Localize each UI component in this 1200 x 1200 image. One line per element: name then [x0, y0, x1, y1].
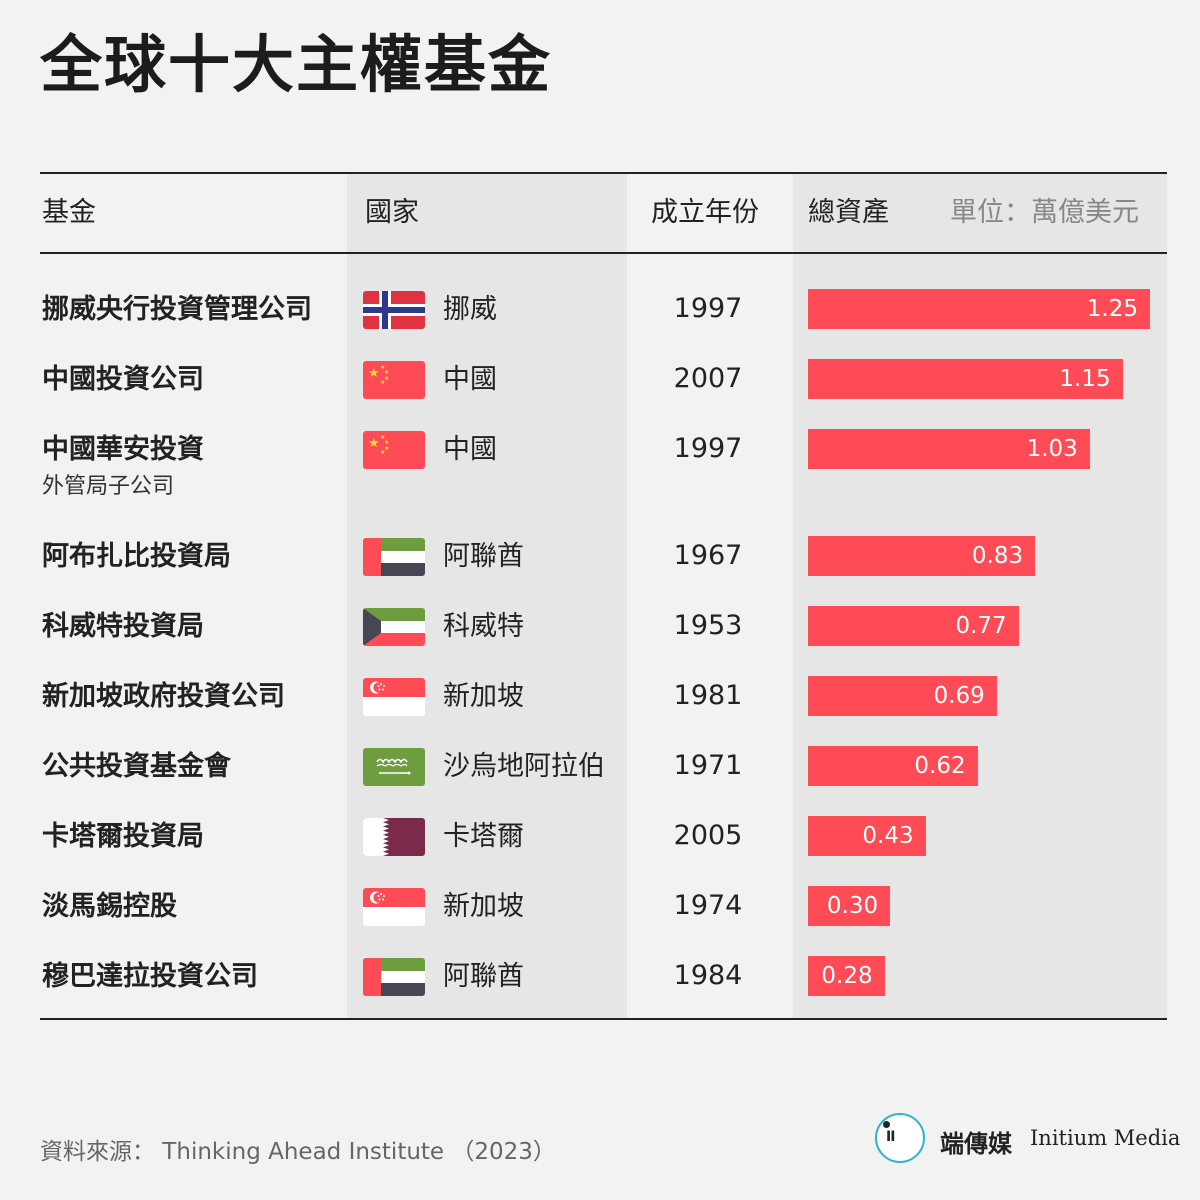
fund-name: 阿布扎比投資局	[42, 541, 231, 572]
header-unit: 單位：萬億美元	[950, 197, 1139, 228]
fund-subtitle: 外管局子公司	[42, 474, 175, 499]
asset-bar: 0.28	[808, 956, 885, 996]
asset-bar: 0.83	[808, 536, 1036, 576]
country-name: 阿聯酋	[443, 961, 524, 992]
header-country: 國家	[365, 197, 419, 228]
fund-name: 淡馬錫控股	[42, 891, 177, 922]
asset-bar: 0.69	[808, 676, 997, 716]
initium-logo-icon: ΙΙ	[875, 1113, 925, 1163]
fund-name: 公共投資基金會	[42, 751, 231, 782]
svg-text:★: ★	[368, 436, 380, 451]
asset-value-label: 0.77	[955, 613, 1007, 639]
logo-dot	[883, 1121, 890, 1128]
asset-bar: 1.15	[808, 359, 1123, 399]
asset-value-label: 0.28	[821, 963, 873, 989]
logo-mark: ΙΙ	[886, 1129, 895, 1145]
svg-text:★: ★	[380, 364, 385, 371]
asset-value-label: 1.15	[1059, 366, 1111, 392]
svg-text:★: ★	[368, 366, 380, 381]
asset-bar: 0.30	[808, 886, 891, 926]
asset-bar: 1.03	[808, 429, 1090, 469]
founding-year: 1971	[673, 750, 743, 781]
fund-name: 卡塔爾投資局	[42, 821, 204, 852]
founding-year: 1997	[673, 293, 743, 324]
founding-year: 1974	[673, 890, 743, 921]
svg-text:★: ★	[384, 445, 389, 452]
singapore-flag-icon	[363, 888, 425, 926]
uae-flag-icon	[363, 958, 425, 996]
fund-name: 穆巴達拉投資公司	[42, 961, 258, 992]
country-name: 阿聯酋	[443, 541, 524, 572]
founding-year: 2005	[673, 820, 743, 851]
fund-name: 新加坡政府投資公司	[42, 681, 285, 712]
asset-value-label: 0.83	[971, 543, 1024, 569]
country-name: 新加坡	[443, 681, 524, 712]
table-header-rule	[40, 252, 1167, 254]
svg-text:★: ★	[384, 369, 389, 376]
fund-name: 中國投資公司	[42, 364, 204, 395]
asset-bar: 1.25	[808, 289, 1150, 329]
fund-name: 科威特投資局	[42, 611, 204, 642]
svg-text:★: ★	[380, 379, 385, 386]
asset-bar: 0.77	[808, 606, 1019, 646]
fund-name: 中國華安投資	[42, 434, 204, 465]
asset-value-label: 0.62	[914, 753, 966, 779]
asset-value-label: 0.69	[933, 683, 985, 709]
country-name: 新加坡	[443, 891, 524, 922]
asset-value-label: 0.30	[826, 893, 879, 919]
founding-year: 1997	[673, 433, 743, 464]
brand-name-english: Initium Media	[1030, 1126, 1181, 1150]
singapore-flag-icon	[363, 678, 425, 716]
asset-value-label: 0.43	[862, 823, 914, 849]
brand-name-chinese: 端傳媒	[940, 1129, 1012, 1158]
founding-year: 1984	[673, 960, 743, 991]
country-name: 卡塔爾	[443, 821, 524, 852]
qatar-flag-icon	[363, 818, 425, 856]
fund-name: 挪威央行投資管理公司	[42, 294, 312, 325]
svg-text:★: ★	[384, 375, 389, 382]
asset-bar: 0.62	[808, 746, 978, 786]
uae-flag-icon	[363, 538, 425, 576]
table-top-rule	[40, 172, 1167, 174]
country-name: 沙烏地阿拉伯	[443, 751, 605, 782]
country-name: 科威特	[443, 611, 524, 642]
svg-text:★: ★	[380, 449, 385, 456]
saudi-flag-icon	[363, 748, 425, 786]
header-year: 成立年份	[651, 197, 759, 228]
asset-value-label: 1.25	[1086, 296, 1138, 322]
svg-text:★: ★	[384, 439, 389, 446]
asset-value-label: 1.03	[1026, 436, 1078, 462]
norway-flag-icon	[363, 291, 425, 329]
founding-year: 1967	[673, 540, 743, 571]
country-name: 中國	[443, 434, 497, 465]
table-bottom-rule	[40, 1018, 1167, 1020]
asset-bar: 0.43	[808, 816, 926, 856]
china-flag-icon: ★ ★ ★ ★ ★	[363, 431, 425, 469]
svg-text:★: ★	[380, 434, 385, 441]
founding-year: 2007	[673, 363, 743, 394]
header-assets: 總資產	[808, 197, 889, 228]
page-title: 全球十大主權基金	[40, 28, 553, 101]
founding-year: 1981	[673, 680, 743, 711]
kuwait-flag-icon	[363, 608, 425, 646]
country-name: 挪威	[443, 294, 497, 325]
header-fund: 基金	[42, 197, 96, 228]
founding-year: 1953	[673, 610, 743, 641]
china-flag-icon: ★ ★ ★ ★ ★	[363, 361, 425, 399]
country-name: 中國	[443, 364, 497, 395]
source-note: 資料來源： Thinking Ahead Institute （2023）	[40, 1139, 556, 1165]
